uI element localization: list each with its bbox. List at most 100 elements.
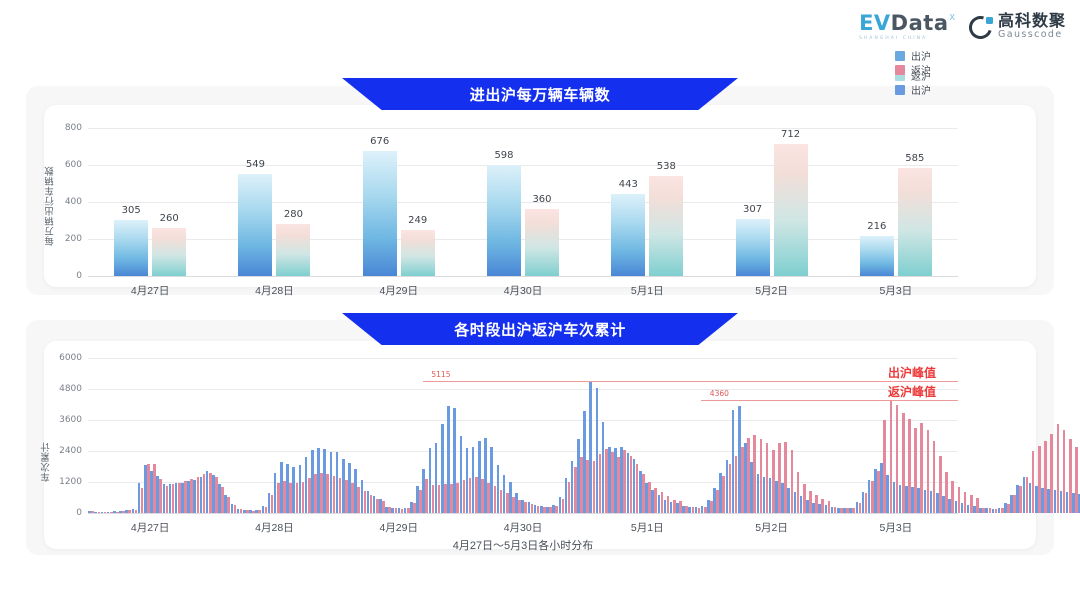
hour-bar-out[interactable] <box>125 510 128 513</box>
hour-bar-out[interactable] <box>595 387 599 513</box>
hour-bar-out[interactable] <box>669 502 673 513</box>
hour-bar-ret[interactable] <box>481 478 484 513</box>
hour-bar-ret[interactable] <box>419 489 422 513</box>
hour-bar-ret[interactable] <box>567 482 571 513</box>
hour-bar-out[interactable] <box>397 508 401 513</box>
hour-bar-ret[interactable] <box>722 476 726 513</box>
hour-bar-out[interactable] <box>799 496 803 513</box>
hour-bar-ret[interactable] <box>246 510 249 513</box>
hour-bar-out[interactable] <box>608 446 611 513</box>
hour-bar-ret[interactable] <box>840 508 843 513</box>
hour-bar-ret[interactable] <box>858 502 862 513</box>
hour-bar-out[interactable] <box>973 505 976 513</box>
hour-bar-out[interactable] <box>577 438 580 513</box>
hour-bar-out[interactable] <box>304 457 308 513</box>
hour-bar-ret[interactable] <box>926 430 930 513</box>
hour-bar-out[interactable] <box>94 511 98 513</box>
hour-bar-ret[interactable] <box>951 480 954 513</box>
hour-bar-ret[interactable] <box>771 450 775 513</box>
hour-bar-ret[interactable] <box>815 495 818 513</box>
hour-bar-out[interactable] <box>737 406 741 513</box>
bar-out[interactable]: 305 <box>114 205 149 276</box>
hour-bar-out[interactable] <box>447 405 450 513</box>
bar-out[interactable]: 676 <box>362 136 397 276</box>
hour-bar-out[interactable] <box>1072 492 1075 513</box>
hour-bar-out[interactable] <box>119 510 122 513</box>
hour-bar-ret[interactable] <box>499 489 503 513</box>
hour-bar-out[interactable] <box>942 495 945 513</box>
hour-bar-out[interactable] <box>236 508 240 513</box>
hour-bar-out[interactable] <box>471 446 475 513</box>
hour-bar-ret[interactable] <box>357 486 360 513</box>
hour-bar-ret[interactable] <box>338 478 342 513</box>
hour-bar-out[interactable] <box>762 477 766 513</box>
hour-bar-out[interactable] <box>997 508 1001 513</box>
hour-bar-ret[interactable] <box>462 479 466 513</box>
hour-bar-out[interactable] <box>719 472 722 513</box>
hour-bar-out[interactable] <box>255 509 258 513</box>
hour-bar-ret[interactable] <box>870 481 874 513</box>
hour-bar-out[interactable] <box>212 474 215 513</box>
hour-bar-ret[interactable] <box>685 506 688 513</box>
hour-bar-ret[interactable] <box>159 478 162 513</box>
hour-bar-out[interactable] <box>713 487 716 513</box>
hour-bar-out[interactable] <box>1078 494 1080 513</box>
hour-bar-out[interactable] <box>824 505 828 513</box>
hour-bar-ret[interactable] <box>1075 446 1078 513</box>
hour-bar-out[interactable] <box>688 506 692 513</box>
hour-bar-out[interactable] <box>379 498 382 513</box>
hour-bar-out[interactable] <box>991 508 995 513</box>
bar-out[interactable]: 216 <box>859 221 894 276</box>
hour-bar-out[interactable] <box>793 491 797 513</box>
hour-bar-ret[interactable] <box>617 456 620 513</box>
hour-bar-ret[interactable] <box>747 438 750 513</box>
hour-bar-ret[interactable] <box>827 500 831 513</box>
hour-bar-ret[interactable] <box>227 496 231 513</box>
hour-bar-ret[interactable] <box>283 481 286 513</box>
hour-bar-ret[interactable] <box>375 498 379 513</box>
hour-bar-out[interactable] <box>205 471 209 513</box>
hour-bar-ret[interactable] <box>369 494 373 513</box>
hour-bar-out[interactable] <box>410 502 413 513</box>
hour-bar-out[interactable] <box>1004 503 1007 513</box>
hour-bar-ret[interactable] <box>524 502 528 513</box>
hour-bar-out[interactable] <box>428 448 432 513</box>
hour-bar-out[interactable] <box>366 490 370 513</box>
hour-bar-ret[interactable] <box>592 460 596 513</box>
hour-bar-out[interactable] <box>1010 494 1013 513</box>
hour-bar-ret[interactable] <box>1050 434 1053 513</box>
hour-bar-ret[interactable] <box>908 419 911 513</box>
hour-bar-ret[interactable] <box>969 494 973 513</box>
hour-bar-out[interactable] <box>434 442 438 513</box>
hour-bar-out[interactable] <box>657 494 661 513</box>
hour-bar-out[interactable] <box>150 471 153 513</box>
hour-bar-ret[interactable] <box>852 507 855 513</box>
legend-item[interactable]: 返沪 <box>895 62 931 77</box>
hour-bar-out[interactable] <box>651 489 654 513</box>
hour-bar-ret[interactable] <box>493 485 497 513</box>
hour-bar-out[interactable] <box>113 511 116 513</box>
hour-bar-ret[interactable] <box>518 500 521 513</box>
hour-bar-ret[interactable] <box>765 443 769 513</box>
hour-bar-out[interactable] <box>1028 482 1032 513</box>
hour-bar-ret[interactable] <box>1019 485 1023 513</box>
hour-bar-out[interactable] <box>552 505 555 513</box>
hour-bar-out[interactable] <box>1022 477 1026 513</box>
hour-bar-out[interactable] <box>533 505 537 513</box>
hour-bar-ret[interactable] <box>1056 424 1060 513</box>
hour-bar-ret[interactable] <box>221 487 224 513</box>
hour-bar-out[interactable] <box>143 465 147 513</box>
hour-bar-ret[interactable] <box>400 508 404 513</box>
hour-bar-out[interactable] <box>614 448 617 513</box>
hour-bar-ret[interactable] <box>437 484 441 513</box>
hour-bar-out[interactable] <box>403 507 407 513</box>
hour-bar-ret[interactable] <box>802 484 806 513</box>
hour-bar-out[interactable] <box>1016 484 1019 513</box>
hour-bar-ret[interactable] <box>450 484 453 513</box>
hour-bar-ret[interactable] <box>97 511 101 513</box>
hour-bar-out[interactable] <box>465 447 469 513</box>
hour-bar-ret[interactable] <box>778 443 781 513</box>
hour-bar-out[interactable] <box>323 448 326 513</box>
hour-bar-out[interactable] <box>911 487 914 513</box>
hour-bar-ret[interactable] <box>153 464 156 513</box>
